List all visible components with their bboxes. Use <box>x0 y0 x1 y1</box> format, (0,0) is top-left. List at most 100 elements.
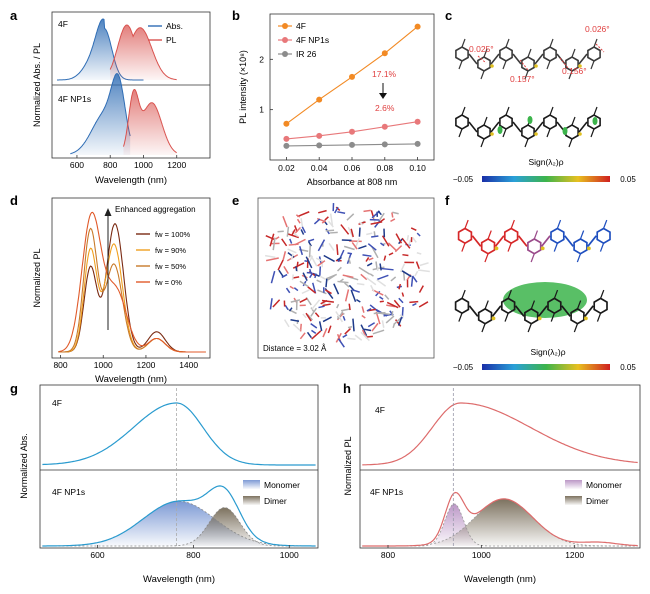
panel-f-dimer-bottom-bond <box>514 305 525 317</box>
panel-e-bond <box>415 261 420 270</box>
data-point <box>349 141 355 148</box>
panel-e-bond <box>336 303 340 309</box>
data-point <box>414 118 421 125</box>
panel-c-iri-mol-side-chain <box>546 128 551 138</box>
panel-c-colorbar-max: 0.05 <box>620 175 636 184</box>
panel-e-bond <box>410 227 417 232</box>
panel-e-bond <box>327 274 336 281</box>
panel-c-iri-mol-side-chain <box>590 128 595 138</box>
panel-f-dimer-top-side-chain <box>599 242 605 252</box>
panel-e-bond <box>347 326 353 329</box>
panel-e-bond <box>412 237 417 243</box>
panel-a-chart: Normalized Abs. / PL Wavelength (nm) 4F … <box>32 11 211 186</box>
panel-f-dimer-top-bond <box>494 235 505 247</box>
panel-label-h: h <box>343 381 351 396</box>
panel-e-bond <box>388 252 394 256</box>
panel-c-mol-side-chain <box>590 60 595 70</box>
panel-e-bond <box>340 224 350 235</box>
legend-label: fw = 100% <box>155 230 191 239</box>
panel-e-bond <box>348 303 351 311</box>
panel-e-bond <box>342 315 346 321</box>
panel-h-frame <box>359 384 641 549</box>
panel-f-structure: Sign(λ₂)ρ −0.05 0.05 <box>453 219 636 372</box>
panel-d-frame <box>51 197 211 359</box>
panel-e-bond <box>272 237 276 251</box>
panel-e-bond <box>311 330 322 340</box>
panel-label-f: f <box>445 193 450 208</box>
panel-e-bond <box>337 249 345 263</box>
data-point <box>414 140 421 147</box>
panel-c-iri-mol-ring <box>543 114 557 130</box>
panel-e-bond <box>371 246 379 259</box>
panel-e-bond <box>296 218 301 224</box>
panel-e-bond <box>297 211 310 218</box>
panel-f-colorbar-min: −0.05 <box>453 363 474 372</box>
panel-h-monomer-fill <box>420 503 491 546</box>
panel-e-bond <box>363 209 371 213</box>
panel-h-xlabel: Wavelength (nm) <box>464 574 536 585</box>
panel-e-bond <box>367 322 376 328</box>
panel-e-bond <box>286 226 290 237</box>
panel-f-dimer-bottom-side-chain <box>461 289 466 299</box>
panel-f-dimer-bottom-sulfur <box>584 316 588 321</box>
panel-f-dimer-bottom-side-chain <box>527 323 532 333</box>
panel-f-dimer-bottom-side-chain <box>481 323 486 333</box>
panel-b-annotation-arrowhead <box>379 93 387 99</box>
panel-h-ylabel: Normalized PL <box>343 436 353 495</box>
panel-a-sample-bottom: 4F NP1s <box>58 94 91 104</box>
panel-c-mol-side-chain <box>527 48 532 58</box>
panel-e-bond <box>418 269 430 273</box>
panel-c-iri-mol-sulfur <box>534 132 538 136</box>
panel-e-bond <box>384 294 390 300</box>
panel-e-bond <box>282 251 287 261</box>
panel-label-g: g <box>10 381 18 396</box>
panel-h-line-bottom <box>362 491 638 547</box>
panel-e-bond <box>300 218 304 228</box>
panel-f-dimer-bottom-sulfur <box>491 316 496 321</box>
panel-e-bond <box>360 331 370 342</box>
panel-c-molecule-structure <box>455 38 605 80</box>
panel-e-bond <box>351 242 358 250</box>
panel-e-bond <box>386 304 396 308</box>
panel-e-bond <box>322 316 332 323</box>
panel-e-bond <box>316 279 322 284</box>
panel-e-bond <box>350 228 354 238</box>
panel-b-legend-4f: 4F <box>296 21 306 31</box>
panel-e-bond <box>294 226 302 234</box>
panel-e-bond <box>322 303 331 307</box>
panel-e-bond <box>360 273 368 281</box>
panel-c-iri-mol-bond <box>534 121 544 133</box>
panel-h-curves <box>362 388 638 547</box>
panel-e-bond <box>372 329 385 335</box>
panel-e-bond <box>291 229 296 236</box>
panel-e-bond <box>302 272 308 281</box>
panel-f-dimer-top-ring <box>527 238 542 255</box>
panel-e-bond <box>352 318 355 332</box>
panel-e-frame <box>257 197 435 359</box>
panel-e-bond <box>360 324 368 337</box>
panel-e-bond <box>310 254 318 267</box>
panel-e-bond <box>275 236 280 240</box>
panel-c-iri-mol-bond <box>468 121 478 133</box>
panel-e-bond <box>318 209 327 214</box>
y-tick-label: 2 <box>259 54 264 64</box>
panel-g-xlabel: Wavelength (nm) <box>143 574 215 585</box>
panel-h-legend-monomer-swatch <box>565 480 582 489</box>
panel-e-bond <box>370 284 375 293</box>
panel-e-bond <box>289 285 295 290</box>
panel-f-dimer-top-side-chain <box>487 230 492 240</box>
panel-e-bond <box>392 323 396 329</box>
panel-e-bond <box>307 286 317 294</box>
panel-e-bond <box>383 255 387 261</box>
panel-e-bond <box>379 296 384 300</box>
panel-c-iri-mol-side-chain <box>571 116 576 126</box>
panel-e-bond <box>277 230 284 233</box>
panel-e-bond <box>387 242 397 252</box>
panel-e-bond <box>366 232 373 236</box>
panel-e-bond <box>287 233 299 239</box>
panel-c-iri-mol-side-chain <box>458 128 463 138</box>
panel-e-bond <box>409 300 419 304</box>
panel-e-bond <box>295 214 301 218</box>
panel-e-bond <box>358 227 361 237</box>
panel-c-mol-bond <box>512 53 522 65</box>
